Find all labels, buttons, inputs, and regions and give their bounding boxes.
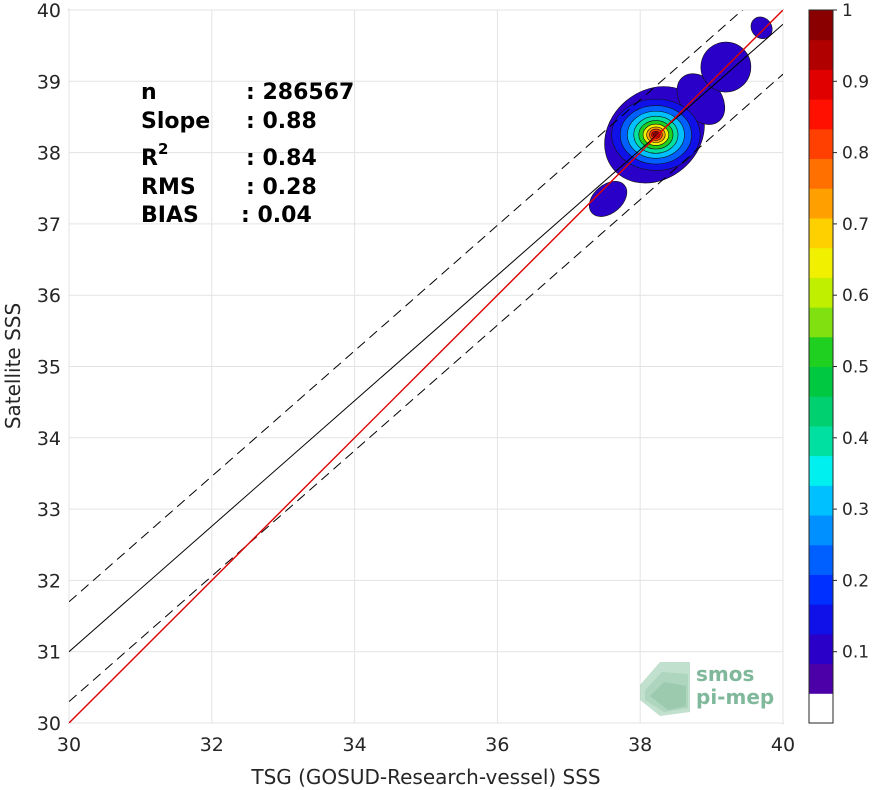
- colorbar-tick-label: 0.1: [842, 643, 869, 663]
- x-tick-label: 38: [628, 734, 652, 756]
- x-axis-label: TSG (GOSUD-Research-vessel) SSS: [250, 765, 600, 789]
- colorbar-band: [809, 425, 833, 457]
- x-tick-labels: 30 32 34 36 38 40: [57, 734, 795, 756]
- colorbar-band: [809, 574, 833, 605]
- colorbar-band: [809, 188, 833, 219]
- colorbar-band: [809, 69, 833, 100]
- x-tick-label: 30: [57, 734, 81, 756]
- colorbar-band: [809, 366, 833, 397]
- y-tick-label: 34: [37, 428, 61, 450]
- grid: [68, 9, 784, 724]
- y-tick-label: 37: [37, 214, 61, 236]
- colorbar: [809, 10, 833, 724]
- smos-pimep-logo-icon: [640, 662, 690, 716]
- colorbar-band: [809, 515, 833, 546]
- y-tick-label: 31: [37, 642, 61, 664]
- y-tick-label: 40: [37, 0, 61, 22]
- stat-r2-label: R2: [141, 140, 168, 171]
- y-tick-label: 33: [37, 499, 61, 521]
- stat-slope-label: Slope: [141, 109, 210, 134]
- colorbar-band: [809, 39, 833, 70]
- confidence-line: [69, 10, 744, 603]
- regression-lines: [69, 10, 783, 723]
- stat-r2-value: : 0.84: [246, 146, 317, 171]
- x-tick-label: 34: [343, 734, 367, 756]
- colorbar-tick-label: 0.2: [842, 571, 869, 591]
- colorbar-band: [809, 307, 833, 338]
- watermark-line2: pi-mep: [696, 685, 774, 709]
- x-tick-label: 40: [771, 734, 795, 756]
- colorbar-band: [809, 455, 833, 486]
- colorbar-band: [809, 158, 833, 189]
- density-blob: [588, 181, 628, 217]
- x-tick-label: 32: [200, 734, 224, 756]
- colorbar-band: [809, 544, 833, 575]
- stat-rms-value: : 0.28: [246, 175, 317, 200]
- watermark-line1: smos: [696, 662, 754, 686]
- x-tick-label: 36: [485, 734, 509, 756]
- y-tick-label: 35: [37, 357, 61, 379]
- colorbar-band: [809, 247, 833, 278]
- colorbar-band: [809, 217, 833, 249]
- y-tick-labels: 30 31 32 33 34 35 36 37 38 39 40: [37, 0, 61, 735]
- colorbar-tick-label: 0.5: [842, 358, 869, 378]
- colorbar-tick-labels: 0.1 0.2 0.3 0.4 0.5 0.6 0.7 0.8 0.9 1: [833, 1, 869, 663]
- y-tick-label: 32: [37, 570, 61, 592]
- colorbar-tick-label: 0.6: [842, 286, 869, 306]
- watermark: smos pi-mep: [640, 662, 774, 716]
- colorbar-tick-label: 0.3: [842, 500, 869, 520]
- stat-n-label: n: [141, 80, 157, 105]
- colorbar-band: [809, 10, 833, 41]
- colorbar-tick-label: 0.8: [842, 144, 869, 164]
- colorbar-tick-label: 1: [842, 1, 853, 21]
- y-tick-label: 38: [37, 143, 61, 165]
- colorbar-band: [809, 633, 833, 665]
- stat-slope-value: : 0.88: [246, 109, 317, 134]
- stat-rms-label: RMS: [141, 175, 196, 200]
- colorbar-band: [809, 663, 833, 694]
- stat-bias-label: BIAS: [141, 203, 199, 228]
- colorbar-tick-label: 0.4: [842, 429, 869, 449]
- y-tick-label: 39: [37, 71, 61, 93]
- y-tick-label: 30: [37, 713, 61, 735]
- y-tick-label: 36: [37, 285, 61, 307]
- stats-box: n : 286567 Slope : 0.88 R2 : 0.84 RMS : …: [141, 80, 354, 228]
- stat-n-value: : 286567: [246, 80, 354, 105]
- colorbar-band: [809, 277, 833, 308]
- colorbar-tick-label: 0.9: [842, 72, 869, 92]
- colorbar-band: [809, 99, 833, 130]
- colorbar-band: [809, 128, 833, 160]
- confidence-line: [69, 73, 783, 702]
- colorbar-band: [809, 604, 833, 635]
- identity-line: [69, 10, 783, 723]
- colorbar-tick-label: 0.7: [842, 215, 869, 235]
- colorbar-band: [809, 396, 833, 427]
- y-axis-label: Satellite SSS: [1, 303, 25, 429]
- colorbar-band: [809, 693, 833, 724]
- colorbar-band: [809, 336, 833, 367]
- colorbar-band: [809, 485, 833, 516]
- stat-bias-value: : 0.04: [241, 203, 312, 228]
